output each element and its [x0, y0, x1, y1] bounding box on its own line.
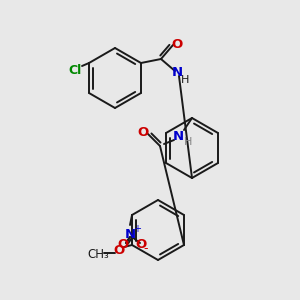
Text: N: N [172, 130, 184, 142]
Text: O: O [171, 38, 183, 52]
Text: -: - [144, 242, 148, 256]
Text: N: N [124, 227, 136, 241]
Text: N: N [171, 67, 182, 80]
Text: +: + [133, 224, 141, 234]
Text: CH₃: CH₃ [87, 248, 109, 260]
Text: O: O [113, 244, 124, 257]
Text: O: O [137, 127, 148, 140]
Text: O: O [117, 238, 129, 251]
Text: H: H [181, 75, 189, 85]
Text: H: H [184, 137, 192, 147]
Text: Cl: Cl [68, 64, 82, 76]
Text: O: O [135, 238, 147, 251]
